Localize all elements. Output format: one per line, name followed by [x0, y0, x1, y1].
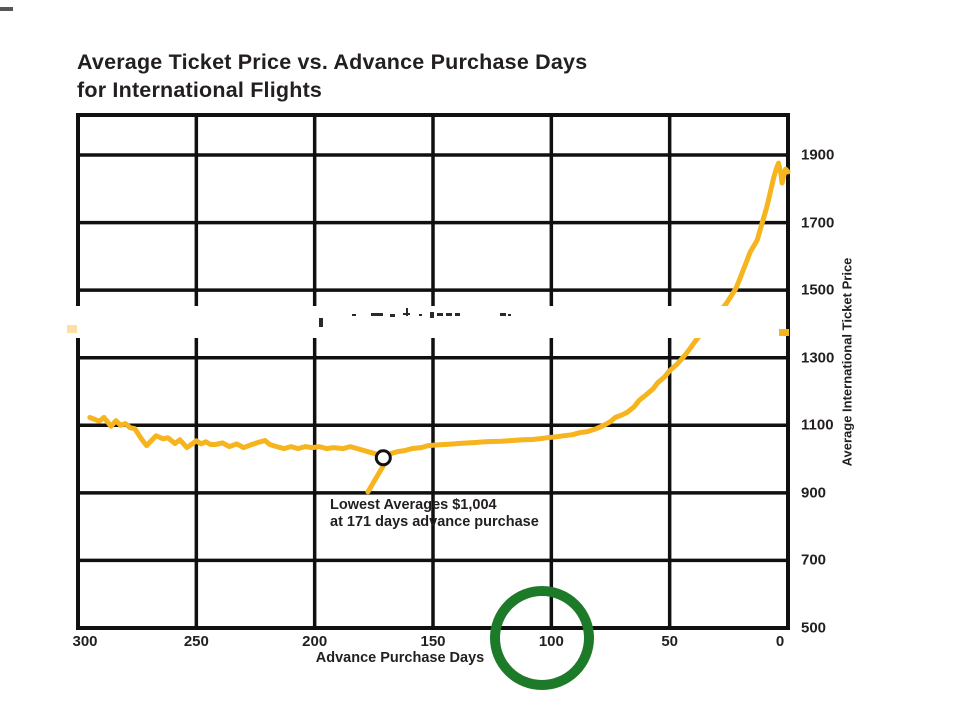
x-tick-label-50: 50: [661, 633, 678, 650]
y-tick-label-900: 900: [801, 484, 827, 502]
corner-artifact-mark: [0, 7, 13, 11]
x-axis-title: Advance Purchase Days: [315, 650, 485, 666]
lowest-point-annotation-line1: Lowest Averages $1,004: [330, 497, 497, 513]
ghost-text-fragment-1: [352, 314, 356, 316]
chart-title-line2: for International Flights: [77, 78, 323, 102]
x-tick-label-250: 250: [183, 633, 209, 650]
yellow-line-fragment-1: [67, 325, 77, 333]
y-axis-title: Average International Ticket Price: [839, 257, 855, 467]
x-tick-label-150: 150: [420, 633, 446, 650]
y-tick-label-1300: 1300: [801, 349, 835, 367]
lowest-point-annotation: Lowest Averages $1,004 at 171 days advan…: [330, 497, 539, 531]
annotation-leader-line: [365, 459, 389, 495]
chart-title-line1: Average Ticket Price vs. Advance Purchas…: [77, 50, 588, 74]
x-tick-label-100: 100: [538, 633, 564, 650]
y-tick-label-1700: 1700: [801, 214, 835, 232]
ghost-text-fragment-11: [500, 313, 506, 316]
ghost-text-fragment-5: [403, 313, 410, 315]
plot-border: [76, 113, 790, 630]
lowest-point-marker: [374, 449, 392, 467]
yellow-line-fragment-0: [779, 329, 789, 336]
redaction-band: [60, 306, 784, 338]
ghost-text-fragment-8: [437, 313, 443, 316]
ghost-text-fragment-7: [430, 312, 434, 318]
x-tick-label-0: 0: [775, 633, 785, 650]
ghost-text-fragment-10: [455, 313, 460, 316]
y-tick-label-1900: 1900: [801, 146, 835, 164]
ghost-text-fragment-6: [419, 314, 422, 316]
ghost-text-fragment-0: [319, 318, 323, 327]
ghost-text-fragment-4: [406, 308, 408, 316]
x-tick-label-300: 300: [72, 633, 98, 650]
highlight-circle-100: [490, 586, 594, 690]
ghost-text-fragment-12: [508, 314, 511, 316]
y-tick-label-500: 500: [801, 619, 827, 637]
ghost-text-fragment-2: [371, 313, 383, 316]
ghost-text-fragment-3: [390, 314, 395, 317]
y-tick-label-1100: 1100: [801, 416, 834, 434]
y-tick-label-1500: 1500: [801, 281, 835, 299]
ghost-text-fragment-9: [446, 313, 452, 316]
lowest-point-annotation-line2: at 171 days advance purchase: [330, 514, 539, 530]
x-tick-label-200: 200: [302, 633, 328, 650]
chart-title: Average Ticket Price vs. Advance Purchas…: [77, 48, 587, 104]
y-tick-label-700: 700: [801, 551, 827, 569]
